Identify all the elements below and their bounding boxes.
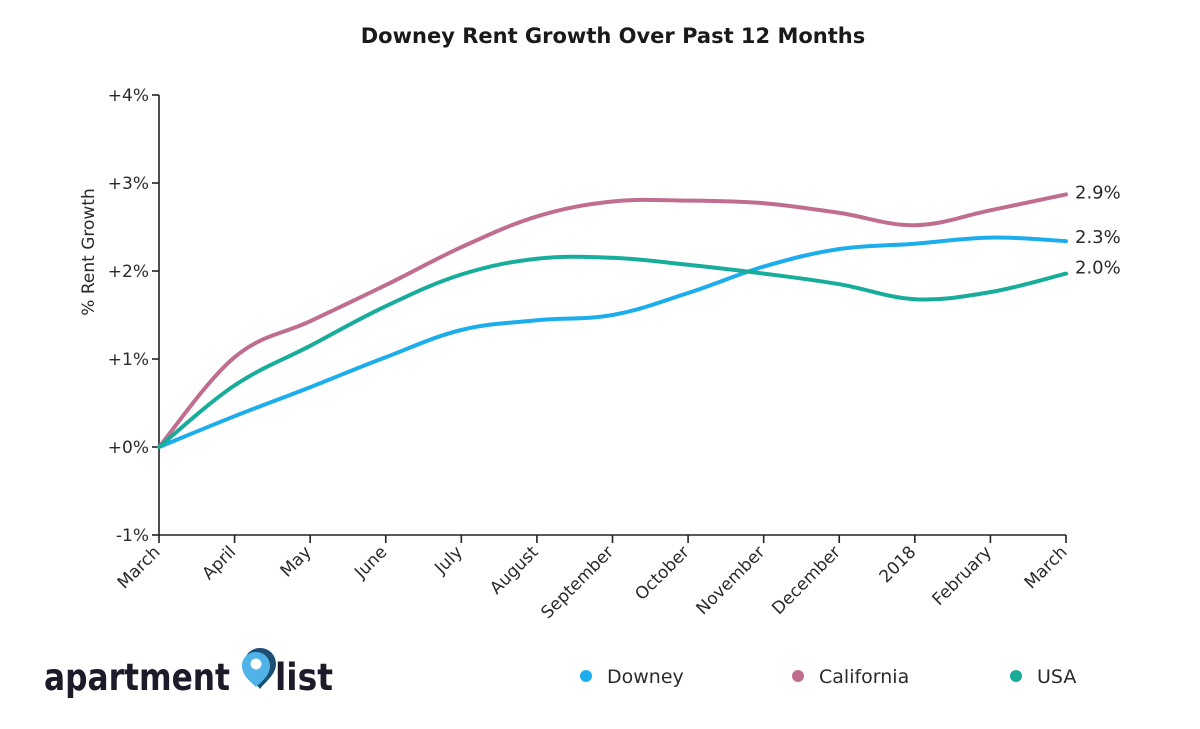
x-tick-label: August — [486, 542, 542, 598]
series-line-usa — [157, 254, 1068, 449]
x-tick-label: October — [631, 542, 693, 604]
legend-marker — [1010, 670, 1022, 682]
legend-label: Downey — [607, 666, 684, 688]
series-line-downey — [157, 235, 1068, 449]
end-label-downey: 2.3% — [1075, 227, 1121, 248]
brand-name-part2: list — [275, 656, 333, 699]
x-tick-label: 2018 — [876, 542, 921, 587]
legend-item-downey: Downey — [580, 666, 684, 688]
y-tick-label: +3% — [108, 174, 149, 194]
legend-label: California — [819, 666, 909, 688]
apartment-list-logo: apartment list — [44, 648, 333, 699]
y-axis: -1% +0% +1% +2% +3% +4% — [108, 86, 160, 546]
legend-label: USA — [1037, 666, 1076, 688]
y-tick-label: +0% — [108, 438, 149, 458]
legend-item-usa: USA — [1010, 666, 1076, 688]
end-label-california: 2.9% — [1075, 182, 1121, 203]
x-tick-label: March — [1021, 542, 1072, 593]
brand-name-part1: apartment — [44, 656, 230, 699]
y-tick-label: -1% — [116, 526, 149, 546]
legend-marker — [792, 670, 804, 682]
series-lines — [157, 192, 1068, 449]
y-tick-label: +4% — [108, 86, 149, 106]
chart-title: Downey Rent Growth Over Past 12 Months — [361, 24, 865, 48]
x-tick-label: February — [929, 542, 996, 609]
legend-marker — [580, 670, 592, 682]
y-axis-title: % Rent Growth — [79, 188, 99, 315]
y-tick-label: +1% — [108, 350, 149, 370]
x-tick-label: June — [350, 542, 391, 583]
x-tick-label: May — [277, 542, 316, 581]
legend-item-california: California — [792, 666, 909, 688]
y-tick-label: +2% — [108, 262, 149, 282]
series-line-california — [157, 192, 1068, 449]
map-pin-icon — [242, 648, 276, 689]
end-labels: 2.3% 2.9% 2.0% — [1075, 182, 1121, 278]
end-label-usa: 2.0% — [1075, 258, 1121, 279]
x-tick-label: July — [430, 542, 466, 578]
legend: Downey California USA — [580, 666, 1076, 688]
x-tick-label: March — [114, 542, 165, 593]
x-tick-label: November — [693, 542, 770, 619]
x-tick-label: September — [537, 542, 618, 623]
x-tick-label: April — [198, 542, 240, 584]
x-tick-label: December — [768, 542, 844, 618]
